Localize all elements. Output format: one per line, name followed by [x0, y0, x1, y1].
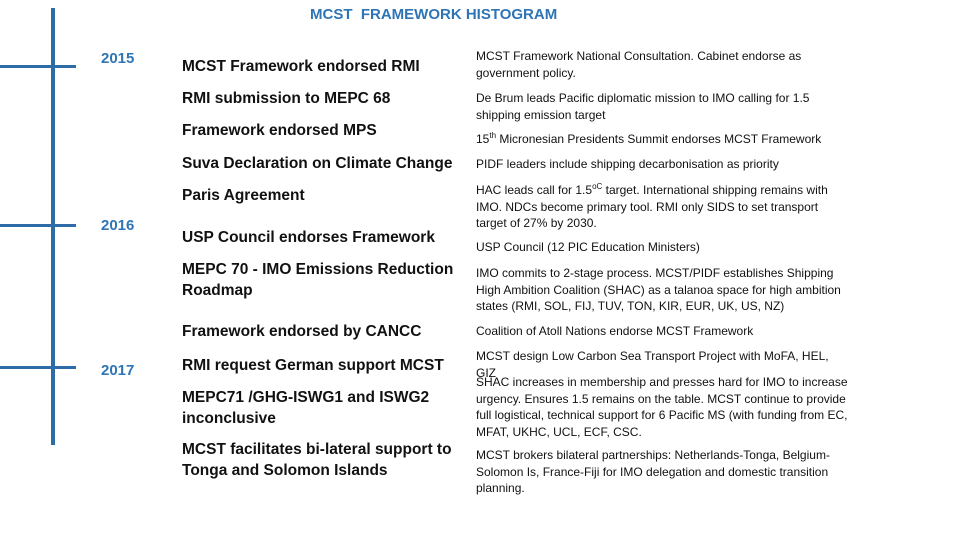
- event-description: Coalition of Atoll Nations endorse MCST …: [476, 324, 754, 338]
- event-title: USP Council endorses Framework: [182, 229, 435, 246]
- event-title: MEPC 70 - IMO Emissions Reduction Roadma…: [182, 261, 454, 299]
- event-title: Suva Declaration on Climate Change: [182, 155, 453, 172]
- event-title: RMI submission to MEPC 68: [182, 90, 391, 107]
- event-description: IMO commits to 2-stage process. MCST/PID…: [476, 266, 841, 313]
- timeline-tick-2015: [0, 65, 76, 68]
- event-title: MEPC71 /GHG-ISWG1 and ISWG2 inconclusive: [182, 389, 430, 427]
- event-description: HAC leads call for 1.5oC target. Interna…: [476, 182, 828, 231]
- event-description: De Brum leads Pacific diplomatic mission…: [476, 91, 810, 122]
- page-title: MCST FRAMEWORK HISTOGRAM: [310, 6, 558, 23]
- year-label-2017: 2017: [101, 362, 135, 379]
- event-description: USP Council (12 PIC Education Ministers): [476, 240, 700, 254]
- event-description: 15th Micronesian Presidents Summit endor…: [476, 131, 822, 147]
- event-title: RMI request German support MCST: [182, 357, 444, 374]
- event-title: Paris Agreement: [182, 187, 305, 204]
- event-description: MCST brokers bilateral partnerships: Net…: [476, 448, 830, 495]
- event-title: Framework endorsed MPS: [182, 122, 377, 139]
- event-title: MCST facilitates bi-lateral support to T…: [182, 441, 452, 479]
- event-description: MCST design Low Carbon Sea Transport Pro…: [476, 349, 829, 380]
- event-description: MCST Framework National Consultation. Ca…: [476, 49, 802, 80]
- year-label-2016: 2016: [101, 217, 135, 234]
- event-description: PIDF leaders include shipping decarbonis…: [476, 157, 779, 171]
- event-title: Framework endorsed by CANCC: [182, 323, 422, 340]
- event-title: MCST Framework endorsed RMI: [182, 58, 420, 75]
- timeline-tick-2016: [0, 224, 76, 227]
- event-description: SHAC increases in membership and presses…: [476, 375, 848, 439]
- year-label-2015: 2015: [101, 50, 135, 67]
- timeline-tick-2017: [0, 366, 76, 369]
